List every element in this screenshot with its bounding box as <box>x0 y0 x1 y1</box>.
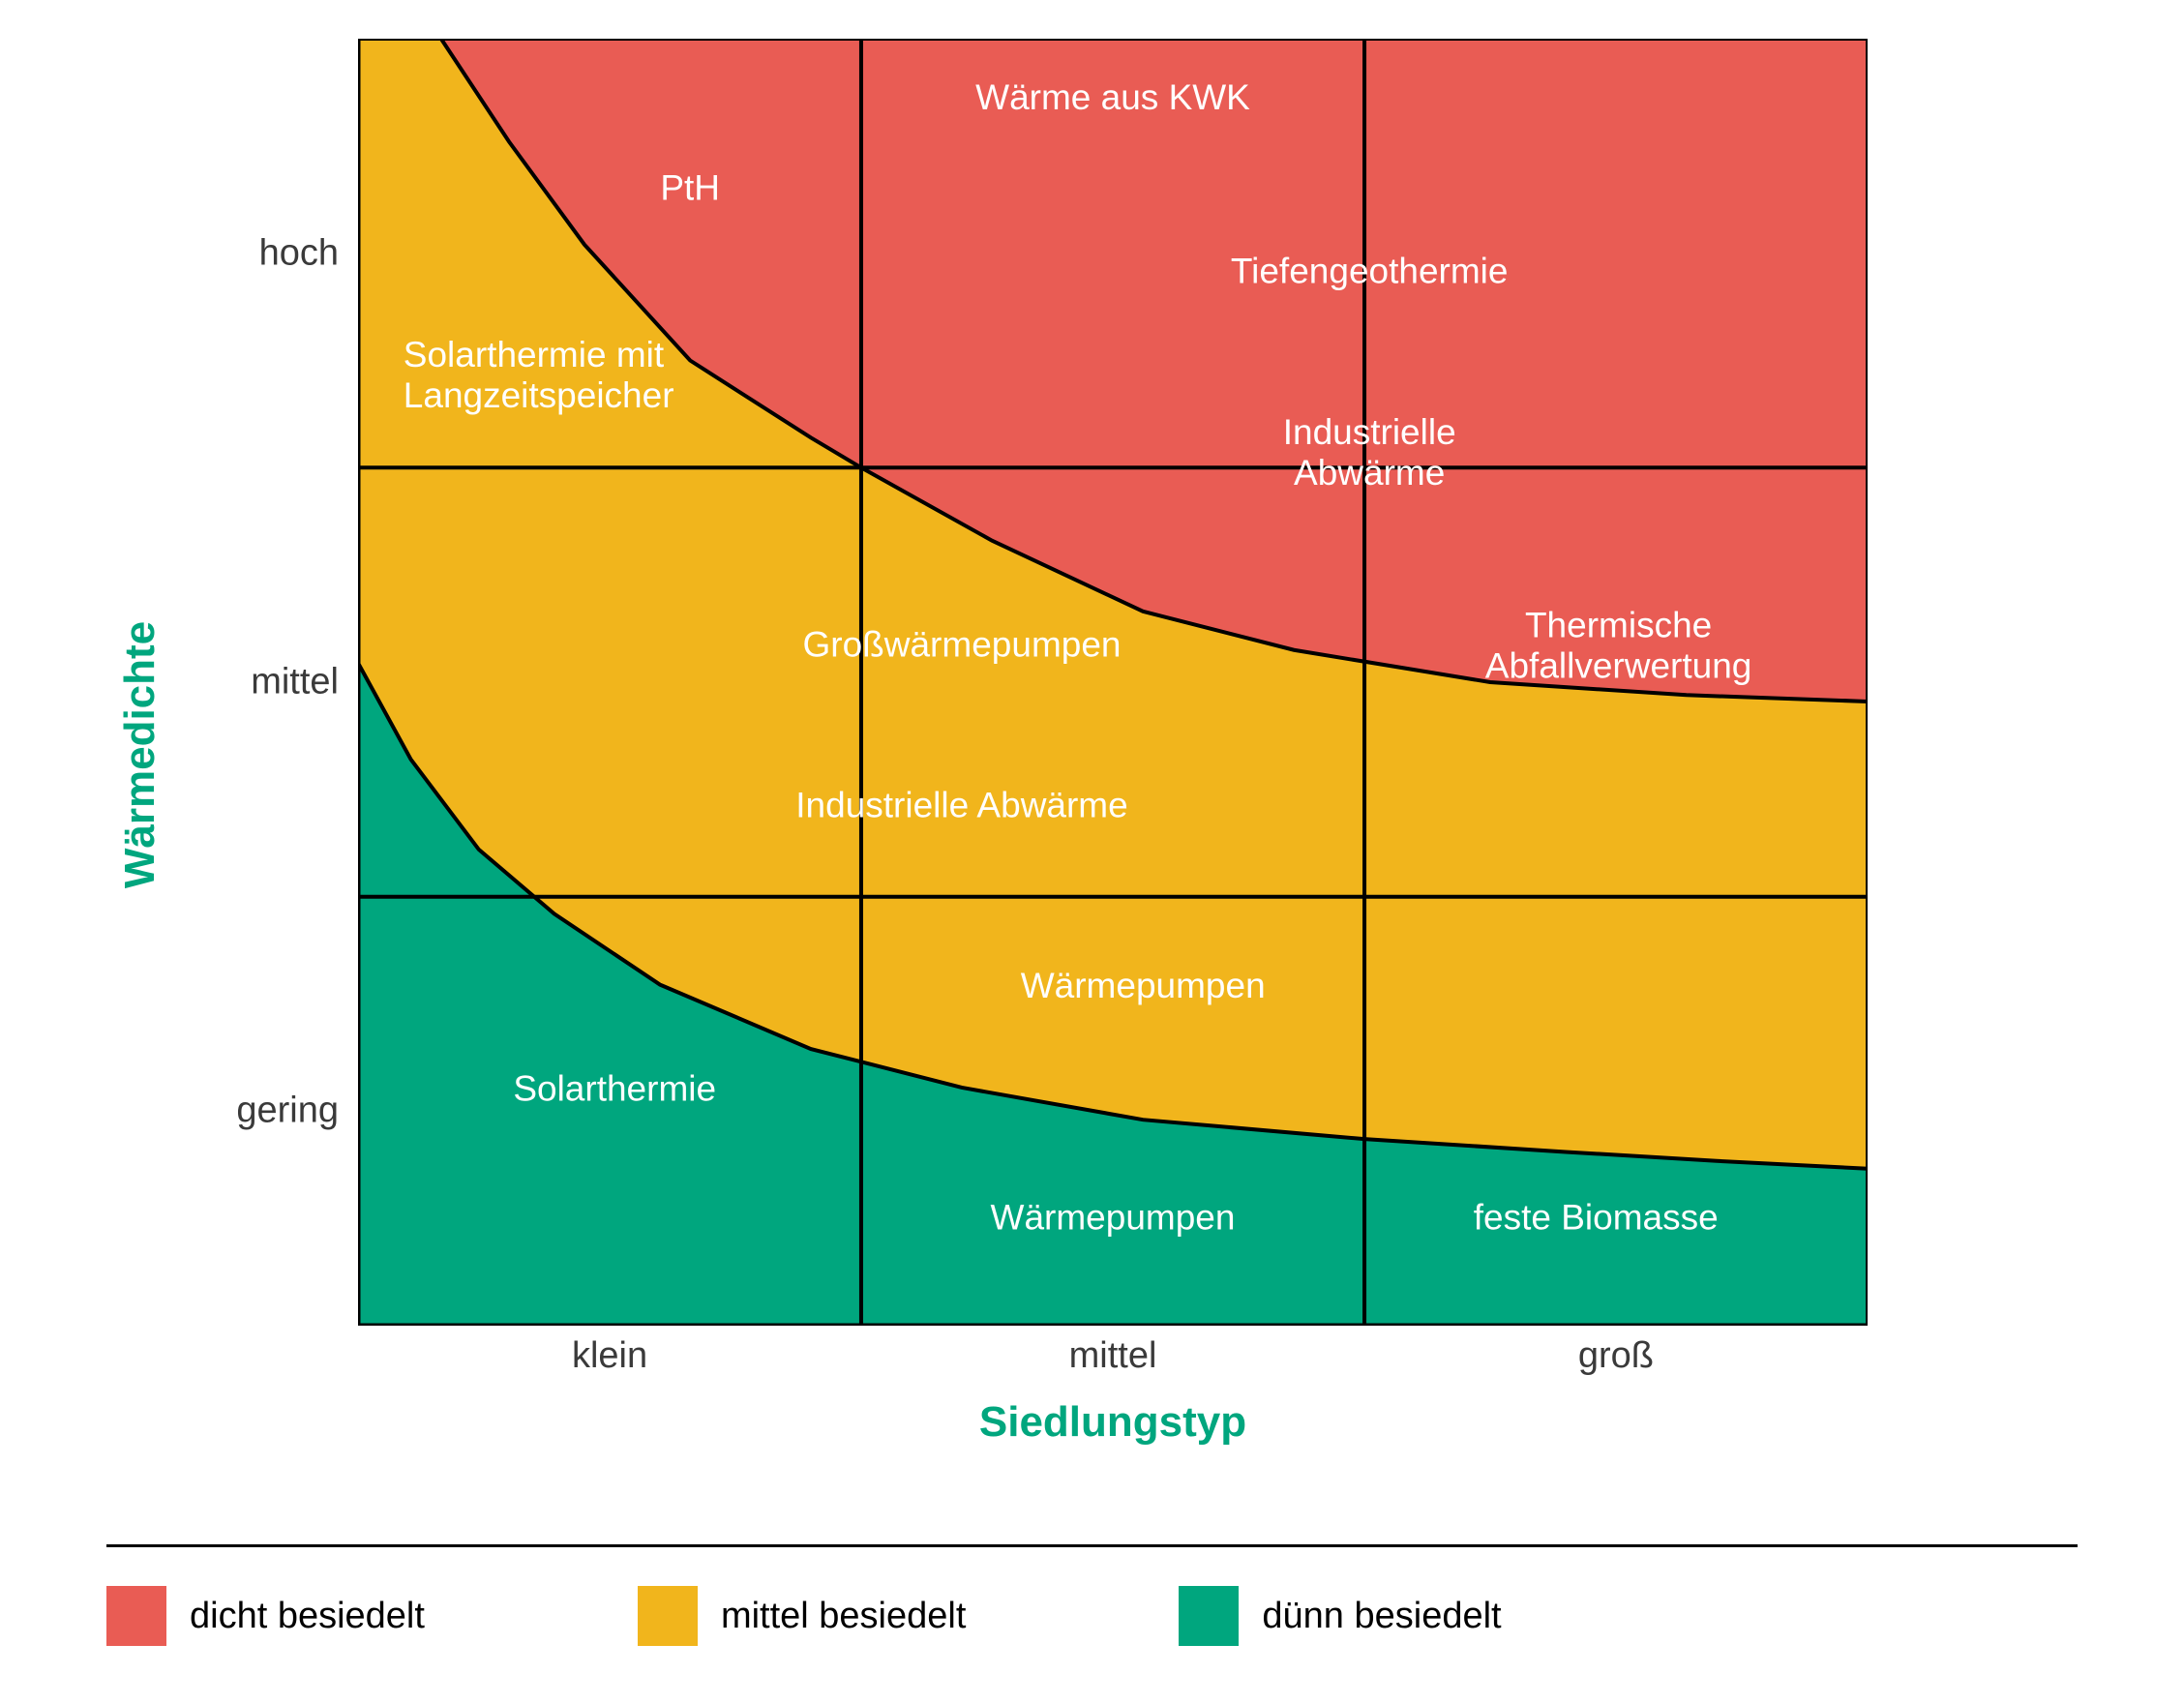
legend-item: dicht besiedelt <box>106 1586 425 1646</box>
x-tick-label: groß <box>1578 1335 1654 1377</box>
y-tick-label: gering <box>184 1091 339 1132</box>
region-label: Wärmepumpen <box>1021 966 1266 1005</box>
region-label: ThermischeAbfallverwertung <box>1485 605 1752 685</box>
region-label: Tiefengeothermie <box>1231 252 1509 291</box>
legend-label: dicht besiedelt <box>190 1596 425 1637</box>
plot-svg: Wärme aus KWK PtH Tiefengeothermie Solarthe… <box>358 39 1868 1326</box>
region-label: Solarthermie mitLangzeitspeicher <box>404 335 674 415</box>
y-axis-title-text: Wärmedichte <box>116 621 165 888</box>
region-label: Industrielle Abwärme <box>795 786 1127 825</box>
legend-swatch <box>1179 1586 1239 1646</box>
region-label: PtH <box>660 167 720 207</box>
legend-label: mittel besiedelt <box>721 1596 966 1637</box>
y-tick-label: hoch <box>184 232 339 274</box>
legend-items: dicht besiedelt mittel besiedelt dünn besi… <box>106 1586 2078 1646</box>
y-tick-label: mittel <box>184 662 339 703</box>
legend: dicht besiedelt mittel besiedelt dünn besi… <box>106 1544 2078 1646</box>
legend-item: mittel besiedelt <box>638 1586 966 1646</box>
legend-label: dünn besiedelt <box>1262 1596 1501 1637</box>
region-label: Solarthermie <box>513 1068 716 1108</box>
legend-divider <box>106 1544 2078 1547</box>
y-axis-title: Wärmedichte <box>106 39 174 1471</box>
legend-swatch <box>638 1586 698 1646</box>
region-label: Großwärmepumpen <box>802 624 1121 664</box>
region-label: feste Biomasse <box>1474 1197 1719 1237</box>
x-tick-label: mittel <box>1069 1335 1157 1377</box>
x-axis-title: Siedlungstyp <box>358 1398 1868 1447</box>
region-label: IndustrielleAbwärme <box>1283 412 1456 493</box>
region-label: Wärmepumpen <box>991 1197 1236 1237</box>
legend-item: dünn besiedelt <box>1179 1586 1501 1646</box>
x-tick-label: klein <box>572 1335 647 1377</box>
page: Wärmedichte gering mittel hoch Wärme aus K… <box>0 0 2184 1704</box>
plot-area: Wärme aus KWK PtH Tiefengeothermie Solarthe… <box>358 39 1868 1326</box>
x-axis-title-text: Siedlungstyp <box>979 1398 1246 1446</box>
region-label: Wärme aus KWK <box>975 77 1250 117</box>
chart: Wärmedichte gering mittel hoch Wärme aus K… <box>106 39 1926 1471</box>
legend-swatch <box>106 1586 166 1646</box>
